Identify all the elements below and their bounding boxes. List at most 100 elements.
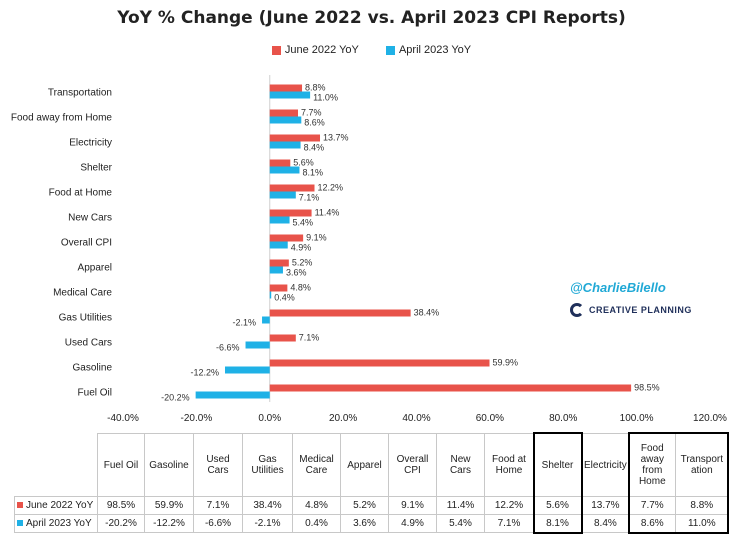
x-tick-label-40: -40.0% [107, 413, 139, 424]
data-label-june-2022-medical-care: 4.8% [290, 283, 311, 293]
data-label-april-2023-shelter: 8.1% [302, 168, 323, 178]
bar-april-2023-gasoline [224, 366, 270, 374]
data-label-june-2022-shelter: 5.6% [293, 158, 314, 168]
bar-april-2023-food-at-home [269, 191, 296, 199]
legend-item-april-2023: April 2023 YoY [385, 44, 472, 56]
legend-label-june-2022: June 2022 YoY [284, 44, 359, 56]
data-label-june-2022-used-cars: 7.1% [299, 333, 320, 343]
twitter-handle: @CharlieBilello [570, 280, 666, 295]
category-label-gasoline: Gasoline [73, 363, 113, 374]
table-body: June 2022 YoY 98.5% 59.9% 7.1% 38.4% 4.8% 5.2%… [14, 496, 729, 533]
x-tick-label-20: -20.0% [181, 413, 213, 424]
table-header-new-cars: New Cars [436, 433, 485, 497]
bar-june-2022-medical-care [269, 284, 288, 292]
bar-april-2023-new-cars [269, 216, 290, 224]
table-cell: 98.5% [97, 496, 145, 515]
bar-april-2023-medical-care [269, 291, 272, 299]
data-label-april-2023-gas-utilities: -2.1% [233, 318, 257, 328]
table-cell: 4.8% [292, 496, 341, 515]
table-cell: 5.4% [436, 514, 485, 533]
data-label-june-2022-new-cars: 11.4% [315, 208, 340, 218]
watermark: @CharlieBilello CREATIVE PLANNING [570, 280, 700, 317]
legend-label-april-2023: April 2023 YoY [398, 44, 472, 56]
data-label-june-2022-food-away-from-home: 7.7% [301, 108, 322, 118]
data-label-april-2023-medical-care: 0.4% [274, 293, 295, 303]
creative-planning-logo-icon [570, 303, 584, 317]
table-header-row: Fuel Oil Gasoline Used Cars Gas Utilities Me… [15, 433, 729, 497]
table-row-label-text: April 2023 YoY [26, 518, 92, 529]
bar-june-2022-gasoline [269, 359, 490, 367]
table-row-label: June 2022 YoY [14, 496, 98, 515]
highlight-box-shelter [532, 432, 583, 534]
table-row-june-2022-yoy: June 2022 YoY 98.5% 59.9% 7.1% 38.4% 4.8% 5.2%… [14, 496, 729, 515]
table-cell: 59.9% [144, 496, 194, 515]
bar-june-2022-shelter [269, 159, 291, 167]
table-cell: 7.1% [484, 514, 534, 533]
category-label-medical-care: Medical Care [53, 288, 112, 299]
table-header-medical-care: Medical Care [292, 433, 341, 497]
data-label-june-2022-overall-cpi: 9.1% [306, 233, 327, 243]
data-label-april-2023-apparel: 3.6% [286, 268, 307, 278]
category-label-gas-utilities: Gas Utilities [59, 313, 112, 324]
x-tick-label-60: 60.0% [476, 413, 504, 424]
data-label-june-2022-fuel-oil: 98.5% [634, 383, 660, 393]
category-label-overall-cpi: Overall CPI [61, 238, 112, 249]
data-label-april-2023-food-at-home: 7.1% [299, 193, 320, 203]
legend: June 2022 YoY April 2023 YoY [0, 44, 743, 58]
bar-april-2023-transportation [269, 91, 311, 99]
data-label-april-2023-food-away-from-home: 8.6% [304, 118, 325, 128]
bar-june-2022-used-cars [269, 334, 296, 342]
chart-title: YoY % Change (June 2022 vs. April 2023 C… [117, 8, 626, 28]
legend-item-june-2022: June 2022 YoY [271, 44, 359, 56]
category-label-used-cars: Used Cars [65, 338, 112, 349]
data-label-june-2022-transportation: 8.8% [305, 83, 326, 93]
brand-logo: CREATIVE PLANNING [570, 303, 700, 317]
x-tick-label-40: 40.0% [402, 413, 430, 424]
data-label-april-2023-overall-cpi: 4.9% [291, 243, 312, 253]
legend-swatch-april-2023 [385, 45, 395, 55]
table-cell: -2.1% [242, 514, 293, 533]
category-label-transportation: Transportation [48, 88, 112, 99]
table-header-fuel-oil: Fuel Oil [97, 433, 145, 497]
table-cell: 5.2% [340, 496, 389, 515]
bar-june-2022-fuel-oil [269, 384, 632, 392]
category-label-fuel-oil: Fuel Oil [78, 388, 112, 399]
table-cell: 12.2% [484, 496, 534, 515]
table-header-gas-utilities: Gas Utilities [242, 433, 293, 497]
bar-april-2023-food-away-from-home [269, 116, 302, 124]
table-header-food-at-home: Food at Home [484, 433, 534, 497]
bar-april-2023-fuel-oil [195, 391, 270, 399]
table-cell: 0.4% [292, 514, 341, 533]
table-row-april-2023-yoy: April 2023 YoY -20.2% -12.2% -6.6% -2.1% 0.4%… [14, 514, 729, 533]
data-label-april-2023-new-cars: 5.4% [293, 218, 314, 228]
table-cell: 9.1% [388, 496, 437, 515]
data-label-april-2023-transportation: 11.0% [313, 93, 338, 103]
x-tick-label-100: 100.0% [620, 413, 654, 424]
table-legend-swatch [17, 520, 23, 527]
bar-april-2023-electricity [269, 141, 301, 149]
table-cell: 38.4% [242, 496, 293, 515]
table-header-apparel: Apparel [340, 433, 389, 497]
bar-june-2022-transportation [269, 84, 303, 92]
table-row-label: April 2023 YoY [14, 514, 98, 533]
data-label-june-2022-food-at-home: 12.2% [318, 183, 344, 193]
data-label-april-2023-fuel-oil: -20.2% [161, 393, 190, 403]
bar-april-2023-apparel [269, 266, 283, 274]
table-cell: -6.6% [193, 514, 243, 533]
table-row-label-text: June 2022 YoY [26, 500, 94, 511]
table-header-used-cars: Used Cars [193, 433, 243, 497]
bar-june-2022-electricity [269, 134, 321, 142]
table-cell: 7.1% [193, 496, 243, 515]
bar-june-2022-apparel [269, 259, 289, 267]
table-cell: 8.4% [581, 514, 630, 533]
data-label-june-2022-apparel: 5.2% [292, 258, 313, 268]
category-label-electricity: Electricity [69, 138, 112, 149]
table-cell: -12.2% [144, 514, 194, 533]
highlight-box-food-away-from-home [628, 432, 730, 534]
bar-june-2022-overall-cpi [269, 234, 304, 242]
data-label-june-2022-gas-utilities: 38.4% [414, 308, 440, 318]
bar-june-2022-food-away-from-home [269, 109, 298, 117]
bar-june-2022-new-cars [269, 209, 312, 217]
bar-april-2023-used-cars [245, 341, 270, 349]
bar-april-2023-overall-cpi [269, 241, 288, 249]
